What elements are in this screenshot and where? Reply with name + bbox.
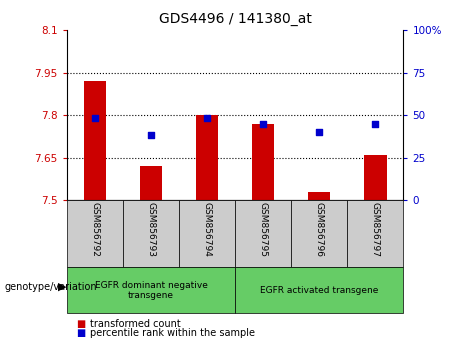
Bar [291, 200, 347, 267]
Bar [140, 166, 162, 200]
Bar [179, 200, 235, 267]
Text: GSM856792: GSM856792 [90, 202, 100, 257]
Bar [67, 267, 235, 313]
Text: EGFR activated transgene: EGFR activated transgene [260, 286, 378, 295]
Text: GSM856797: GSM856797 [371, 202, 380, 257]
Bar [347, 200, 403, 267]
Bar [83, 81, 106, 200]
Bar [67, 200, 123, 267]
Point [260, 121, 267, 126]
Text: GSM856795: GSM856795 [259, 202, 268, 257]
Bar [235, 267, 403, 313]
Point [203, 116, 211, 121]
Text: ■: ■ [76, 319, 85, 329]
Text: EGFR dominant negative
transgene: EGFR dominant negative transgene [95, 281, 207, 300]
Text: GSM856794: GSM856794 [202, 202, 212, 257]
Title: GDS4496 / 141380_at: GDS4496 / 141380_at [159, 12, 312, 26]
Point [91, 116, 99, 121]
Text: transformed count: transformed count [90, 319, 181, 329]
Point [315, 129, 323, 135]
Text: ■: ■ [76, 329, 85, 338]
Bar [252, 124, 274, 200]
Text: genotype/variation: genotype/variation [5, 282, 97, 292]
Point [147, 133, 154, 138]
Text: ▶: ▶ [58, 282, 66, 292]
Text: GSM856796: GSM856796 [315, 202, 324, 257]
Bar [196, 115, 218, 200]
Bar [235, 200, 291, 267]
Text: GSM856793: GSM856793 [147, 202, 155, 257]
Text: percentile rank within the sample: percentile rank within the sample [90, 329, 255, 338]
Point [372, 121, 379, 126]
Bar [123, 200, 179, 267]
Bar [364, 155, 386, 200]
Bar [308, 192, 331, 200]
